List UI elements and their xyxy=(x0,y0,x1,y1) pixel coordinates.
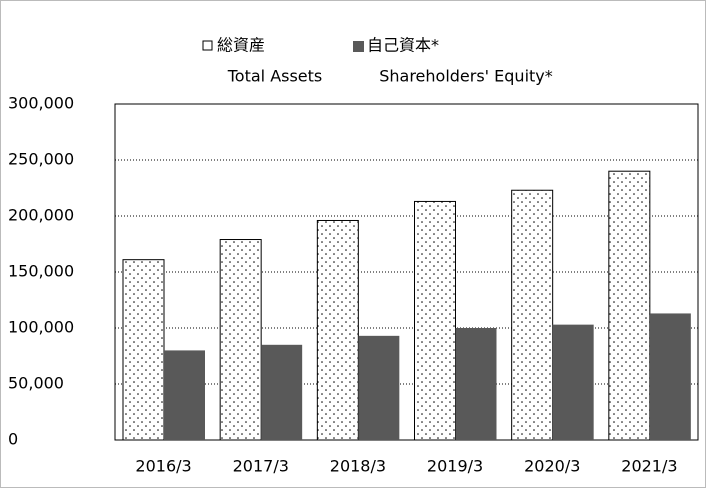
y-tick-label: 0 xyxy=(8,430,18,449)
bar xyxy=(164,350,205,440)
x-tick-label: 2016/3 xyxy=(135,457,191,476)
y-tick-label: 100,000 xyxy=(8,318,74,337)
legend-label-en: Total Assets xyxy=(227,67,323,86)
x-tick-label: 2019/3 xyxy=(427,457,483,476)
y-tick-label: 150,000 xyxy=(8,262,74,281)
x-tick-label: 2018/3 xyxy=(330,457,386,476)
bar xyxy=(261,344,303,440)
bar xyxy=(414,200,456,441)
legend-swatch xyxy=(202,40,213,51)
x-tick-label: 2020/3 xyxy=(524,457,580,476)
plot-area xyxy=(114,103,699,441)
bar xyxy=(455,328,497,440)
x-tick-label: 2021/3 xyxy=(621,457,677,476)
bar xyxy=(219,239,262,441)
y-tick-label: 300,000 xyxy=(8,94,74,113)
legend-label-en: Shareholders' Equity* xyxy=(379,67,553,86)
y-tick-label: 50,000 xyxy=(8,374,64,393)
x-tick-label: 2017/3 xyxy=(233,457,289,476)
legend-swatch xyxy=(353,41,364,52)
bar xyxy=(511,189,554,441)
legend-label: 総資産 xyxy=(217,36,265,55)
bar xyxy=(649,313,691,440)
y-tick-label: 200,000 xyxy=(8,206,74,225)
bar xyxy=(608,170,651,441)
legend-label: 自己資本* xyxy=(367,36,439,55)
y-tick-label: 250,000 xyxy=(8,150,74,169)
bar xyxy=(122,259,165,441)
bar xyxy=(552,324,594,440)
bar xyxy=(316,219,359,441)
bar xyxy=(358,335,400,440)
